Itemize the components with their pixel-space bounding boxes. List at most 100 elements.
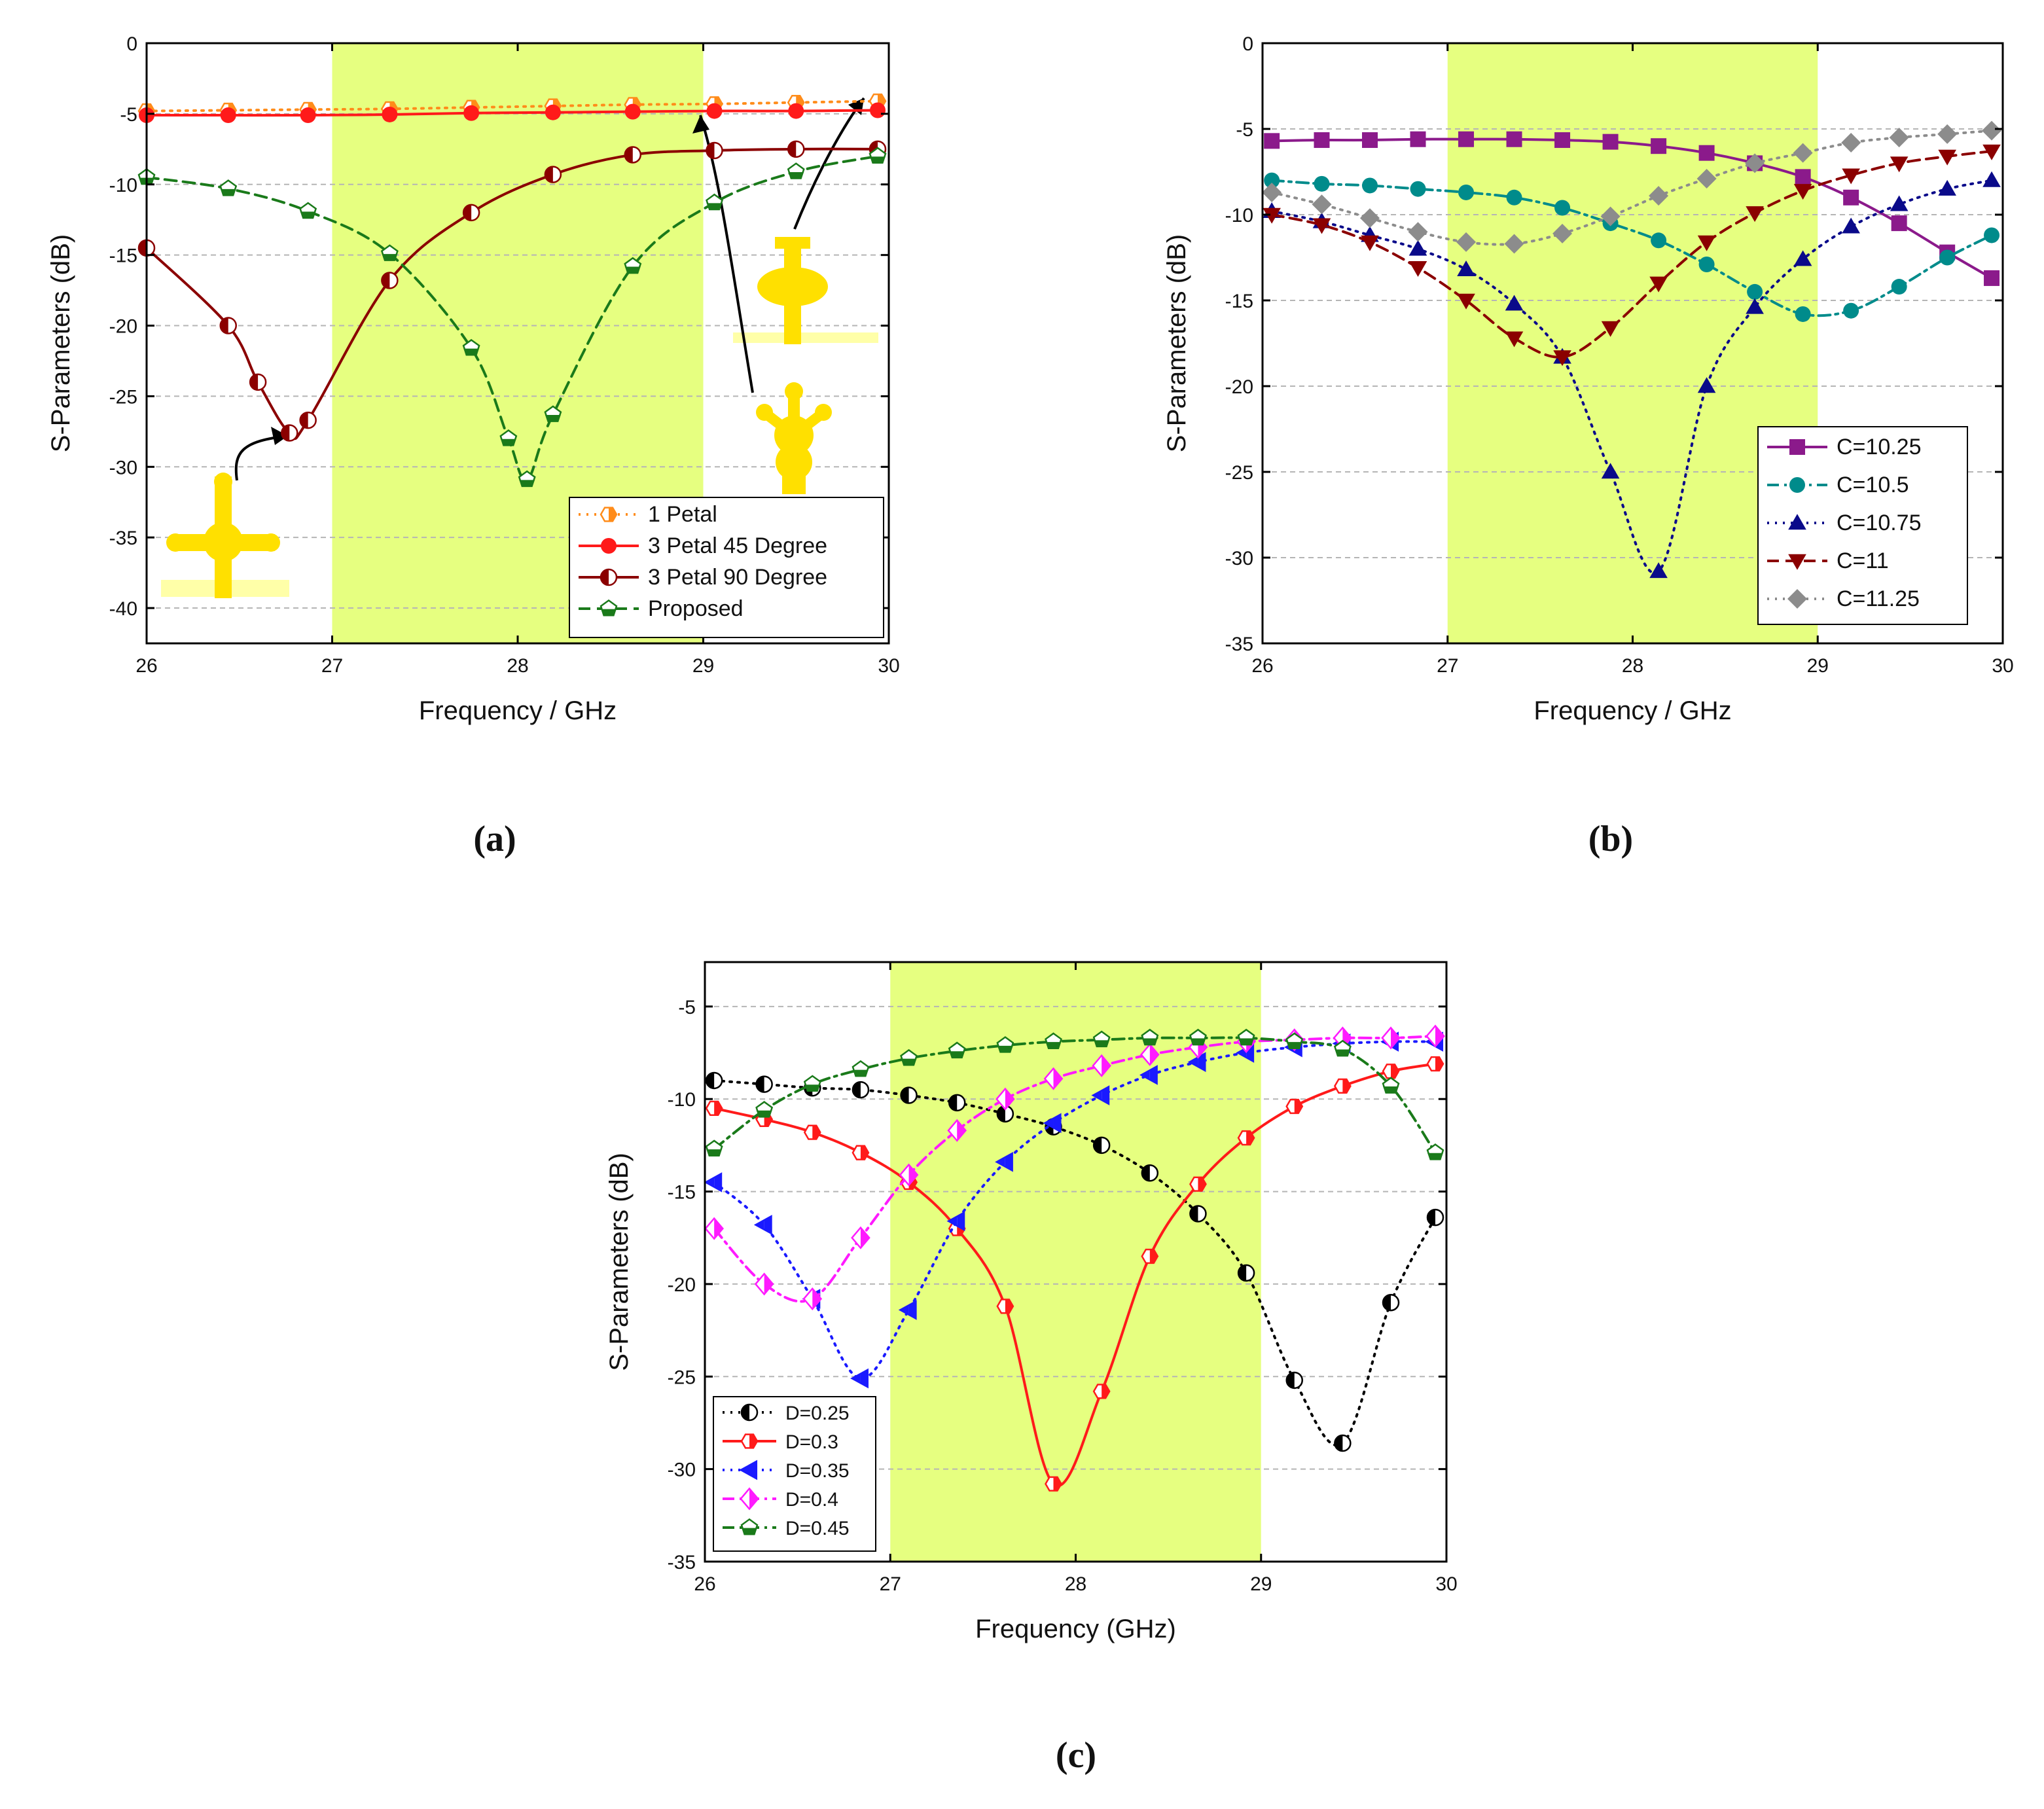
y-tick-label: -30 — [109, 457, 137, 478]
x-tick-label: 27 — [880, 1573, 901, 1595]
y-tick-label: -40 — [109, 598, 137, 620]
data-point — [1506, 131, 1522, 147]
data-point — [462, 338, 480, 356]
data-point — [1842, 168, 1860, 185]
caption-c: (c) — [1056, 1735, 1096, 1776]
data-point — [1410, 131, 1426, 147]
legend-entry: D=0.45 — [723, 1518, 850, 1539]
data-point — [1091, 1085, 1110, 1105]
data-point — [1333, 1078, 1352, 1094]
data-point — [1361, 177, 1378, 194]
data-point — [1891, 215, 1907, 232]
y-tick-label: -15 — [668, 1182, 696, 1204]
series-proposed — [137, 147, 887, 488]
data-point — [704, 1172, 723, 1192]
series-line — [145, 154, 879, 482]
data-point — [1698, 145, 1715, 161]
data-point — [300, 107, 316, 124]
data-point — [899, 1163, 919, 1187]
data-point — [1938, 149, 1956, 166]
data-point — [382, 106, 398, 122]
data-point — [1456, 232, 1477, 252]
data-point — [1984, 270, 2000, 286]
series-d-0-45 — [705, 1028, 1444, 1160]
data-point — [1696, 168, 1717, 188]
data-point — [803, 1075, 821, 1092]
data-point — [1381, 1026, 1401, 1050]
legend-entry: 1 Petal — [579, 502, 717, 527]
y-tick-label: -30 — [668, 1460, 696, 1481]
data-point — [1457, 260, 1475, 277]
data-point — [1984, 227, 2000, 243]
data-point — [1361, 132, 1378, 149]
data-point — [706, 141, 723, 160]
legend-label: C=10.25 — [1837, 435, 1922, 459]
series-3-petal-45-degree — [139, 102, 886, 124]
y-tick-label: -20 — [1225, 376, 1253, 398]
y-tick-label: -35 — [109, 528, 137, 549]
data-point — [1425, 1024, 1445, 1048]
legend-swatch-marker — [740, 1518, 759, 1535]
data-point — [1141, 1248, 1159, 1264]
data-point — [705, 1100, 723, 1116]
data-point — [1697, 377, 1716, 393]
data-point — [753, 1215, 772, 1235]
y-tick-label: -10 — [109, 175, 137, 196]
data-point — [1505, 295, 1524, 311]
y-tick-label: -30 — [1225, 548, 1253, 569]
data-point — [1982, 171, 2001, 187]
data-point — [704, 1217, 724, 1240]
legend-label: D=0.3 — [785, 1431, 838, 1453]
data-point — [1746, 298, 1764, 314]
legend-label: C=10.5 — [1837, 473, 1909, 497]
series-c-10-5 — [1264, 172, 2000, 322]
data-point — [1314, 132, 1330, 149]
data-point — [754, 1272, 774, 1296]
data-point — [1408, 222, 1428, 242]
axes: 26 27 28 29 30 -5 -10 -15 -20 -25 -30 -35 Frequency … — [605, 961, 1458, 1643]
legend-entry: C=11 — [1767, 548, 1889, 573]
antenna-insets — [161, 97, 878, 598]
x-tick-label: 29 — [1807, 655, 1829, 677]
data-point — [948, 1094, 966, 1112]
legend-swatch-marker — [740, 1403, 759, 1422]
data-point — [1651, 138, 1667, 154]
data-point — [1601, 321, 1620, 337]
data-point — [852, 1081, 870, 1099]
legend-entry: Proposed — [579, 596, 744, 621]
data-point — [1890, 195, 1909, 211]
data-point — [1505, 331, 1524, 348]
data-point — [1651, 232, 1667, 249]
series-c-10-25 — [1264, 131, 2000, 286]
data-point — [1889, 128, 1909, 148]
data-point — [1601, 463, 1620, 479]
data-point — [1263, 207, 1281, 224]
y-tick-label: -15 — [109, 245, 137, 267]
data-point — [1426, 1208, 1444, 1227]
data-point — [1793, 250, 1812, 266]
data-point — [220, 107, 236, 124]
data-point — [996, 1036, 1014, 1053]
data-point — [545, 104, 561, 120]
x-axis-label: Frequency / GHz — [1533, 696, 1731, 725]
data-point — [1745, 153, 1765, 173]
data-point — [1747, 283, 1763, 300]
data-point — [380, 244, 399, 261]
data-point — [381, 272, 399, 289]
x-tick-label: 26 — [1251, 655, 1273, 677]
data-point — [755, 1075, 773, 1093]
three-petal-45-shape-inset — [756, 382, 832, 494]
data-point — [1382, 1064, 1400, 1079]
data-point — [624, 103, 641, 120]
series-c-11-25 — [1262, 120, 2002, 254]
axes: 26 27 28 29 30 0 -5 -10 -15 -20 -25 -30 -35 Frequency… — [1162, 33, 2014, 725]
legend-swatch-marker — [1787, 589, 1807, 609]
data-point — [1045, 1032, 1062, 1050]
data-point — [1843, 302, 1859, 319]
legend-label: C=11 — [1837, 548, 1889, 573]
data-point — [1237, 1028, 1255, 1046]
data-point — [1458, 184, 1475, 200]
legend-label: Proposed — [648, 596, 744, 621]
data-point — [1795, 306, 1811, 322]
x-tick-label: 28 — [1065, 1573, 1086, 1595]
